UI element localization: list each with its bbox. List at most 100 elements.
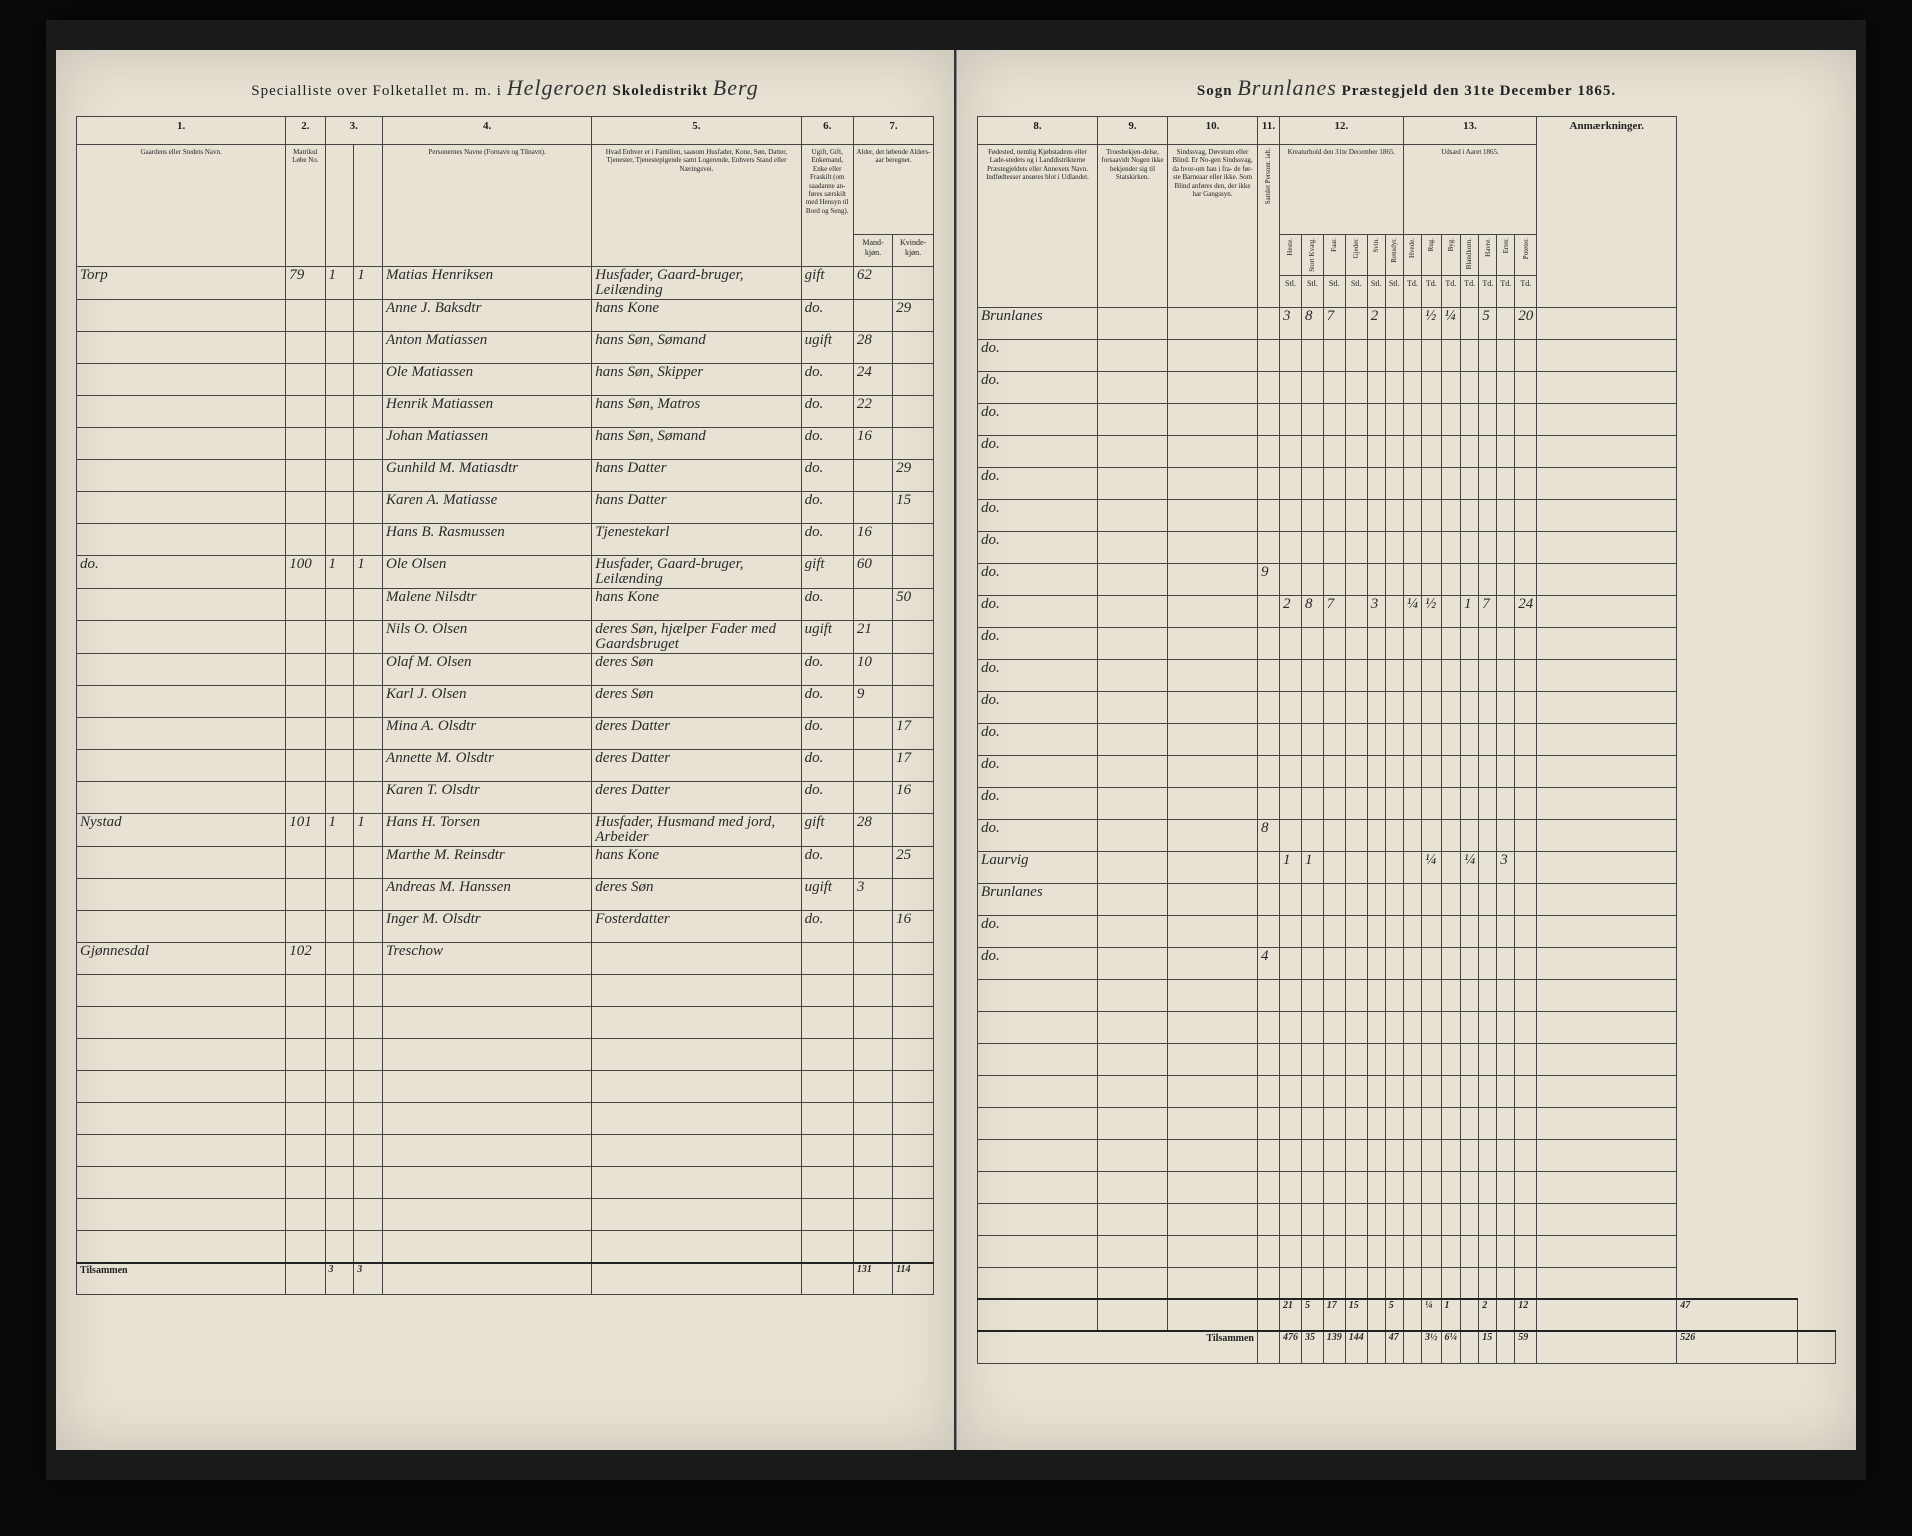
cell-place: Laurvig (978, 851, 1098, 883)
cell-num (1515, 691, 1537, 723)
cell-num (1345, 1011, 1367, 1043)
h2b (325, 145, 354, 267)
right-footer-2: Tilsammen47635139144473½6¼1559526 (978, 1331, 1836, 1363)
cell-num (1422, 1043, 1442, 1075)
cell-role: hans Kone (592, 589, 801, 621)
cell-blank: 4 (1258, 947, 1280, 979)
cell-blank (1168, 1139, 1258, 1171)
cell-agem (853, 1199, 892, 1231)
table-row: do.8 (978, 819, 1836, 851)
footer-total: 139 (1323, 1331, 1345, 1363)
table-row: Anne J. Baksdtrhans Konedo.29 (77, 300, 934, 332)
table-row: do. (978, 371, 1836, 403)
cell-agem: 21 (853, 621, 892, 654)
table-row (978, 1043, 1836, 1075)
cell-num (1345, 883, 1367, 915)
cell-num (1280, 691, 1302, 723)
cell-num (1441, 1171, 1461, 1203)
table-row: do.2873¼½1724 (978, 595, 1836, 627)
cell-num (1422, 787, 1442, 819)
cell-num (1367, 979, 1385, 1011)
cell-num (1345, 691, 1367, 723)
right-table: 8. 9. 10. 11. 12. 13. Anmærkninger. Føde… (977, 116, 1836, 1364)
col-13: 13. (1403, 117, 1537, 145)
cell-remarks (1537, 1075, 1677, 1107)
cell-num (1385, 563, 1403, 595)
cell-gaard (77, 1199, 286, 1231)
cell-num (1515, 1235, 1537, 1267)
cell-num (1367, 1203, 1385, 1235)
h3 (354, 145, 383, 267)
cell-blank (1258, 755, 1280, 787)
cell-role: hans Kone (592, 300, 801, 332)
cell-mno (286, 1039, 325, 1071)
cell-p (325, 686, 354, 718)
cell-num (1479, 467, 1497, 499)
cell-num (1422, 1171, 1442, 1203)
cell-num (1479, 339, 1497, 371)
cell-p (325, 879, 354, 911)
cell-num (1422, 1267, 1442, 1299)
cell-agem: 28 (853, 814, 892, 847)
cell-mno: 101 (286, 814, 325, 847)
cell-num (1367, 851, 1385, 883)
cell-num (1479, 851, 1497, 883)
cell-num (1441, 787, 1461, 819)
cell-agek (893, 686, 934, 718)
cell-num (1422, 755, 1442, 787)
cell-h (354, 524, 383, 556)
cell-role: Tjenestekarl (592, 524, 801, 556)
footer-num: 15 (1345, 1299, 1367, 1331)
cell-gaard (77, 1103, 286, 1135)
footer-num: ¼ (1422, 1299, 1442, 1331)
cell-num (1497, 1107, 1515, 1139)
cell-agek: 16 (893, 911, 934, 943)
cell-num (1441, 339, 1461, 371)
table-row: do. (978, 723, 1836, 755)
cell-role: deres Søn, hjælper Fader med Gaardsbruge… (592, 621, 801, 654)
cell-blank (1098, 947, 1168, 979)
cell-place: do. (978, 339, 1098, 371)
cell-num (1403, 307, 1421, 339)
cell-num (1497, 659, 1515, 691)
cell-name (383, 1135, 592, 1167)
cell-p (325, 492, 354, 524)
cell-num (1302, 979, 1324, 1011)
cell-place: do. (978, 627, 1098, 659)
cell-h (354, 943, 383, 975)
cell-blank (1168, 435, 1258, 467)
cell-place (978, 1171, 1098, 1203)
cell-num (1461, 819, 1479, 851)
cell-place: Brunlanes (978, 307, 1098, 339)
cell-role: deres Datter (592, 782, 801, 814)
cell-num (1497, 371, 1515, 403)
cell-num (1461, 659, 1479, 691)
cell-num (1385, 435, 1403, 467)
cell-num (1302, 563, 1324, 595)
cell-agem: 60 (853, 556, 892, 589)
cell-blank (1098, 1203, 1168, 1235)
cell-num (1345, 1267, 1367, 1299)
cell-p (325, 332, 354, 364)
cell-num (1323, 723, 1345, 755)
cell-num (1323, 435, 1345, 467)
cell-num (1302, 659, 1324, 691)
cell-place: Brunlanes (978, 883, 1098, 915)
cell-h (354, 1071, 383, 1103)
cell-remarks (1537, 755, 1677, 787)
subcol-label: Stort Kvæg. (1302, 235, 1324, 276)
cell-num (1367, 1235, 1385, 1267)
cell-num (1461, 339, 1479, 371)
cell-num: 3 (1280, 307, 1302, 339)
cell-place: do. (978, 787, 1098, 819)
cell-gaard (77, 364, 286, 396)
table-row: Nils O. Olsenderes Søn, hjælper Fader me… (77, 621, 934, 654)
cell-num (1461, 371, 1479, 403)
cell-mno (286, 1231, 325, 1263)
cell-num (1385, 531, 1403, 563)
cell-role: hans Søn, Matros (592, 396, 801, 428)
cell-name: Treschow (383, 943, 592, 975)
cell-stat: do. (801, 654, 853, 686)
cell-num (1323, 627, 1345, 659)
cell-num (1461, 979, 1479, 1011)
